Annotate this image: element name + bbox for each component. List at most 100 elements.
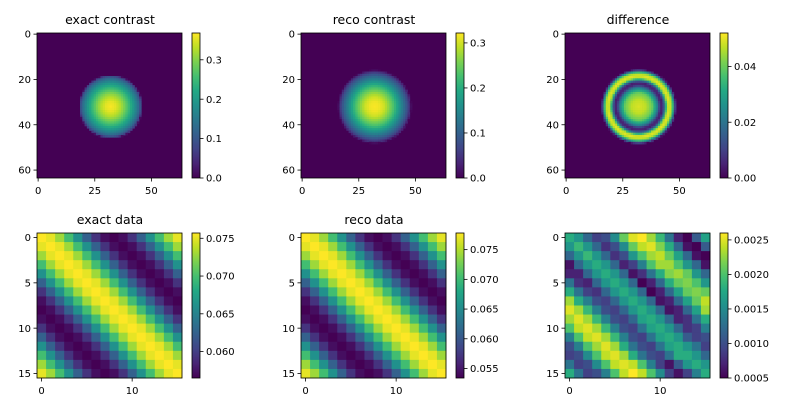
heatmap-cell (644, 71, 647, 75)
heatmap-cell (359, 110, 363, 113)
heatmap-cell (362, 121, 365, 125)
heatmap-cell (389, 103, 393, 106)
heatmap-cell (398, 85, 402, 88)
heatmap-cell (172, 242, 183, 252)
y-tick-label: 0 (553, 30, 559, 41)
heatmap-cell (123, 91, 126, 95)
heatmap-cell (637, 73, 641, 77)
heatmap-cell (337, 100, 340, 104)
heatmap-cell (614, 114, 618, 118)
heatmap-cell (391, 233, 402, 243)
heatmap-cell (136, 296, 147, 306)
heatmap-cell (382, 287, 393, 297)
heatmap-cell (93, 123, 97, 127)
heatmap-cell (154, 314, 165, 325)
heatmap-cell (100, 134, 104, 138)
heatmap-cell (357, 96, 361, 100)
heatmap-cell (362, 132, 365, 136)
heatmap-cell (646, 100, 650, 104)
heatmap-cell (632, 132, 636, 136)
heatmap-cell (391, 96, 395, 100)
heatmap-cell (389, 82, 393, 86)
heatmap-cell (664, 110, 668, 113)
heatmap-cell (391, 123, 395, 127)
heatmap-cell (400, 323, 411, 334)
heatmap-cell (646, 125, 650, 129)
heatmap-cell (655, 350, 666, 361)
heatmap-cell (617, 85, 620, 88)
heatmap-cell (301, 359, 311, 370)
heatmap-cell (657, 107, 661, 111)
heatmap-cell (104, 87, 108, 91)
heatmap-cell (398, 128, 402, 131)
heatmap-cell (366, 134, 370, 138)
heatmap-cell (619, 137, 623, 140)
heatmap-cell (610, 296, 620, 306)
heatmap-cell (375, 119, 379, 122)
heatmap-cell (129, 103, 133, 106)
heatmap-cell (409, 105, 413, 109)
heatmap-cell (357, 89, 361, 93)
heatmap-cell (371, 139, 374, 143)
heatmap-cell (378, 107, 381, 111)
heatmap-cell (664, 87, 668, 91)
heatmap-cell (583, 260, 593, 270)
heatmap-cell (82, 121, 85, 125)
heatmap-cell (418, 233, 429, 243)
heatmap-cell (353, 134, 356, 138)
heatmap-cell (637, 260, 647, 270)
heatmap-cell (120, 112, 124, 115)
heatmap-cell (55, 278, 65, 288)
heatmap-cell (111, 130, 115, 134)
heatmap-cell (664, 233, 675, 243)
heatmap-cell (348, 85, 352, 88)
heatmap-cell (623, 139, 627, 143)
heatmap-cell (366, 128, 370, 131)
heatmap-cell (80, 103, 83, 106)
heatmap-cell (653, 98, 657, 102)
heatmap-cell (427, 314, 438, 325)
heatmap-cell (366, 76, 370, 79)
heatmap-cell (127, 112, 131, 115)
heatmap-cell (82, 332, 92, 343)
heatmap-cell (125, 98, 129, 102)
heatmap-cell (617, 132, 620, 136)
heatmap-cell (621, 89, 625, 93)
heatmap-cell (123, 130, 126, 134)
heatmap-cell (623, 134, 627, 138)
heatmap-cell (359, 91, 363, 95)
heatmap-cell (653, 132, 657, 136)
heatmap-cell (136, 121, 140, 125)
heatmap-cell (104, 125, 108, 129)
heatmap-cell (619, 125, 623, 129)
heatmap-cell (100, 112, 104, 115)
heatmap-cell (337, 341, 347, 352)
heatmap-cell (116, 91, 119, 95)
heatmap-cell (364, 121, 368, 125)
heatmap-cell (382, 296, 393, 306)
heatmap-cell (617, 82, 620, 86)
heatmap-cell (398, 130, 402, 134)
heatmap-cell (95, 112, 99, 115)
heatmap-cell (368, 125, 372, 129)
heatmap-cell (371, 82, 374, 86)
heatmap-cell (364, 287, 374, 297)
heatmap-cell (626, 116, 629, 120)
heatmap-cell (373, 82, 377, 86)
heatmap-cell (91, 105, 95, 109)
heatmap-cell (626, 98, 629, 102)
heatmap-cell (436, 269, 447, 279)
heatmap-cell (378, 121, 381, 125)
heatmap-cell (319, 368, 329, 379)
heatmap-cell (55, 305, 65, 315)
heatmap-cell (398, 123, 402, 127)
heatmap-cell (387, 114, 390, 118)
heatmap-cell (655, 287, 666, 297)
heatmap-cell (635, 121, 638, 125)
heatmap-cell (373, 94, 377, 97)
heatmap-cell (436, 332, 447, 343)
heatmap-cell (635, 130, 638, 134)
heatmap-cell (107, 107, 110, 111)
heatmap-cell (145, 368, 156, 379)
heatmap-cell (346, 125, 349, 129)
